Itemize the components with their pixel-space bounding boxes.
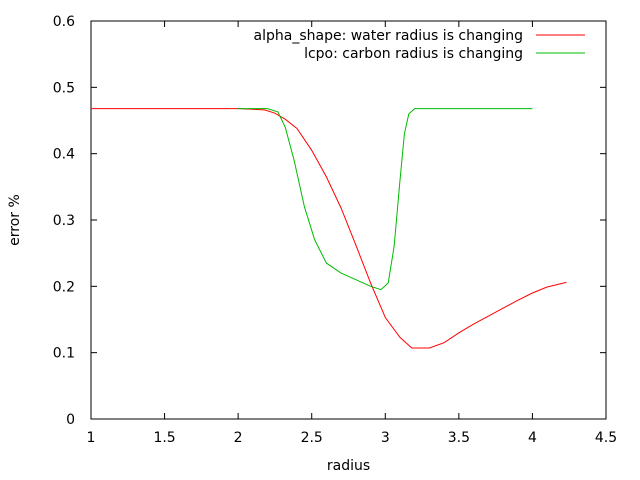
y-tick-label: 0.1 — [53, 346, 75, 362]
tick-labels: 1 1.5 2 2.5 3 3.5 4 4.5 0 0.1 0.2 0.3 0.4 0.5 0.6 — [53, 14, 617, 446]
x-tick-label: 1.5 — [153, 430, 175, 446]
series-line-0 — [91, 108, 567, 349]
series-lines — [91, 108, 567, 349]
x-axis-title: radius — [327, 458, 370, 474]
y-tick-label: 0.2 — [53, 279, 75, 295]
x-tick-label: 3 — [381, 430, 390, 446]
y-tick-label: 0.6 — [53, 14, 75, 30]
legend: alpha_shape: water radius is changing lc… — [254, 28, 585, 62]
x-tick-label: 3.5 — [448, 430, 470, 446]
legend-label-lcpo: lcpo: carbon radius is changing — [304, 46, 523, 62]
y-tick-label: 0.5 — [53, 80, 75, 96]
x-tick-label: 1 — [87, 430, 96, 446]
y-tick-label: 0.4 — [53, 147, 75, 163]
axis-ticks — [90, 20, 607, 420]
x-tick-label: 2 — [234, 430, 243, 446]
series-line-1 — [238, 108, 533, 291]
y-tick-label: 0 — [66, 412, 75, 428]
x-tick-label: 2.5 — [301, 430, 323, 446]
y-tick-label: 0.3 — [53, 213, 75, 229]
x-tick-label: 4 — [528, 430, 537, 446]
x-tick-label: 4.5 — [595, 430, 617, 446]
y-axis-title: error % — [7, 194, 23, 246]
legend-label-alpha-shape: alpha_shape: water radius is changing — [254, 28, 523, 44]
